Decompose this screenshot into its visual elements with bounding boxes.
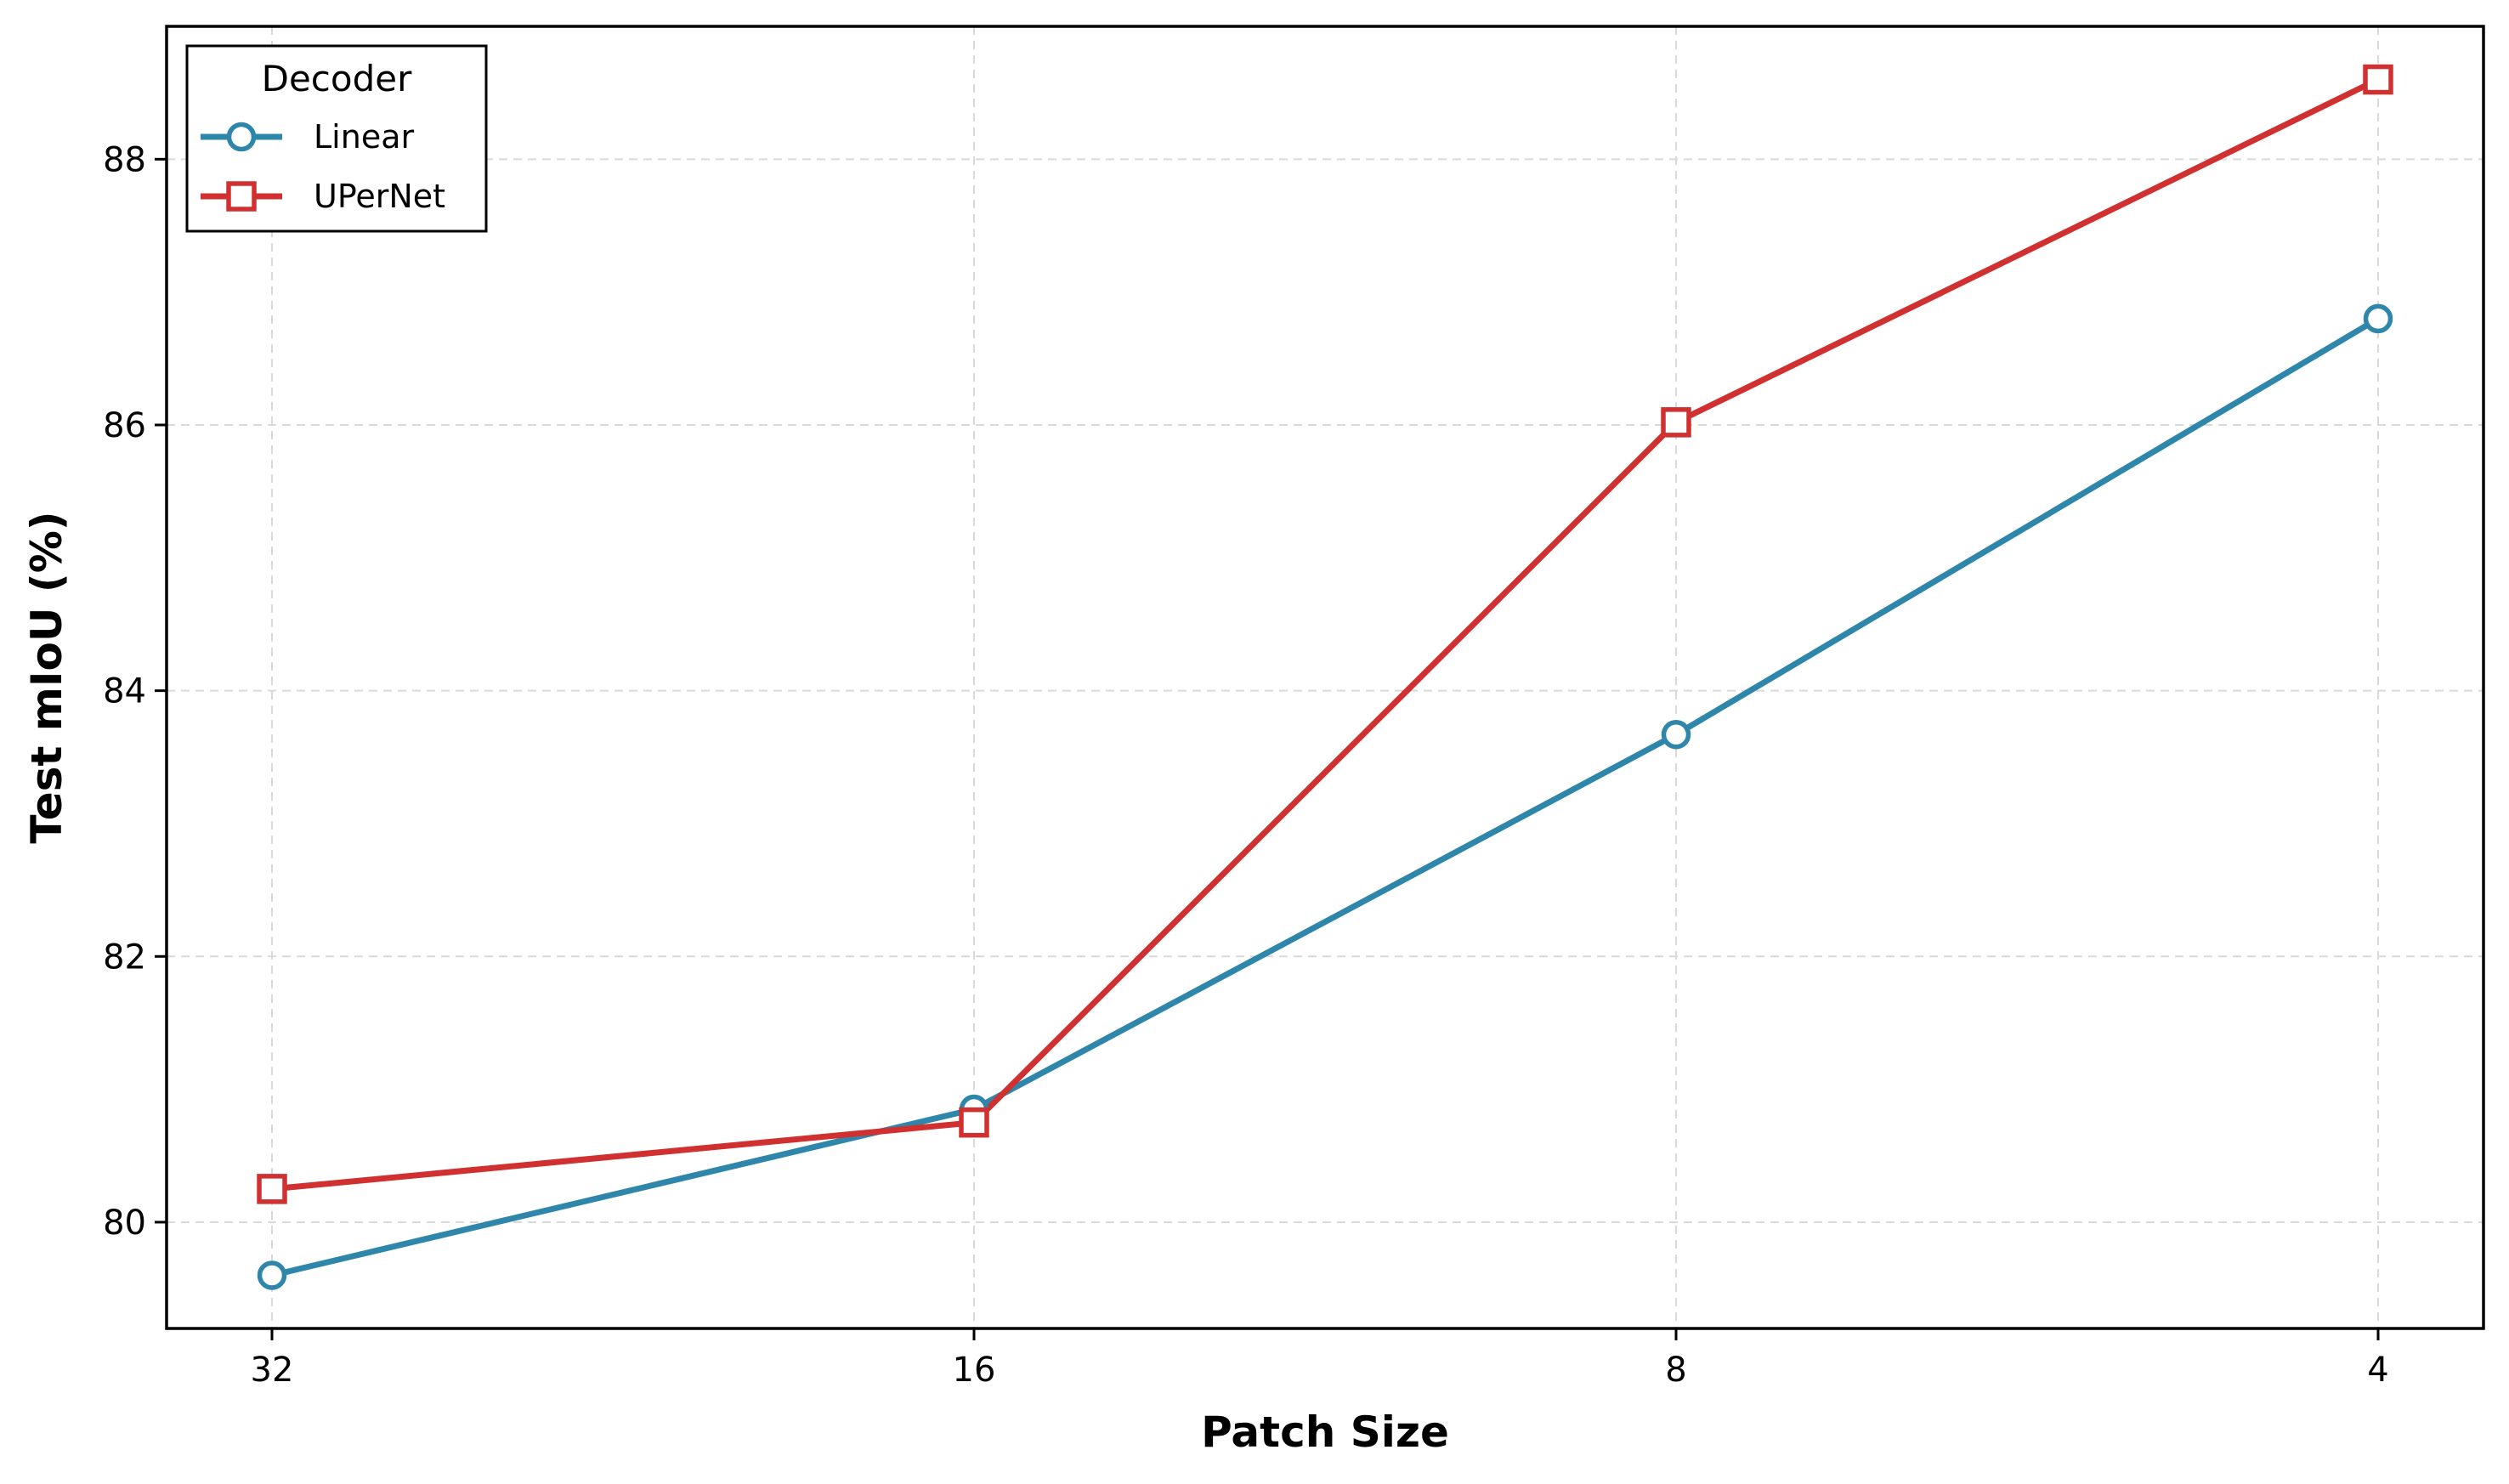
legend-entry-upernet: UPerNet [201,178,445,215]
data-point-linear [1661,719,1691,750]
x-tick-label: 32 [251,1351,294,1390]
y-tick-label: 88 [103,140,146,179]
series-line-linear [269,315,2382,1278]
y-tick-label: 84 [103,672,146,711]
data-point-linear [257,1260,287,1290]
y-tick-label: 82 [103,937,146,977]
legend: Decoder Linear UPerNet [185,44,488,233]
plot-frame [165,25,2485,1330]
data-point-linear [2363,303,2393,334]
y-tick-label: 80 [103,1204,146,1243]
x-tick-label: 8 [1665,1351,1686,1390]
legend-marker-linear [226,122,257,152]
series-lines [269,76,2382,1278]
y-tick-label: 86 [103,406,146,445]
legend-label-upernet: UPerNet [314,178,445,215]
data-point-upernet [2363,64,2393,95]
x-axis-title: Patch Size [1201,1408,1449,1457]
series-line-upernet [269,76,2382,1192]
series-markers [257,64,2393,1290]
x-tick-label: 4 [2367,1351,2388,1390]
data-point-upernet [1661,407,1691,438]
x-tick-label: 16 [953,1351,996,1390]
legend-entry-linear: Linear [201,118,414,156]
data-point-upernet [959,1107,989,1138]
legend-title: Decoder [262,58,412,99]
grid-lines [167,26,2484,1328]
y-axis-title: Test mIoU (%) [22,511,71,843]
data-point-upernet [257,1174,287,1204]
legend-marker-upernet [226,181,257,212]
legend-label-linear: Linear [314,118,414,156]
